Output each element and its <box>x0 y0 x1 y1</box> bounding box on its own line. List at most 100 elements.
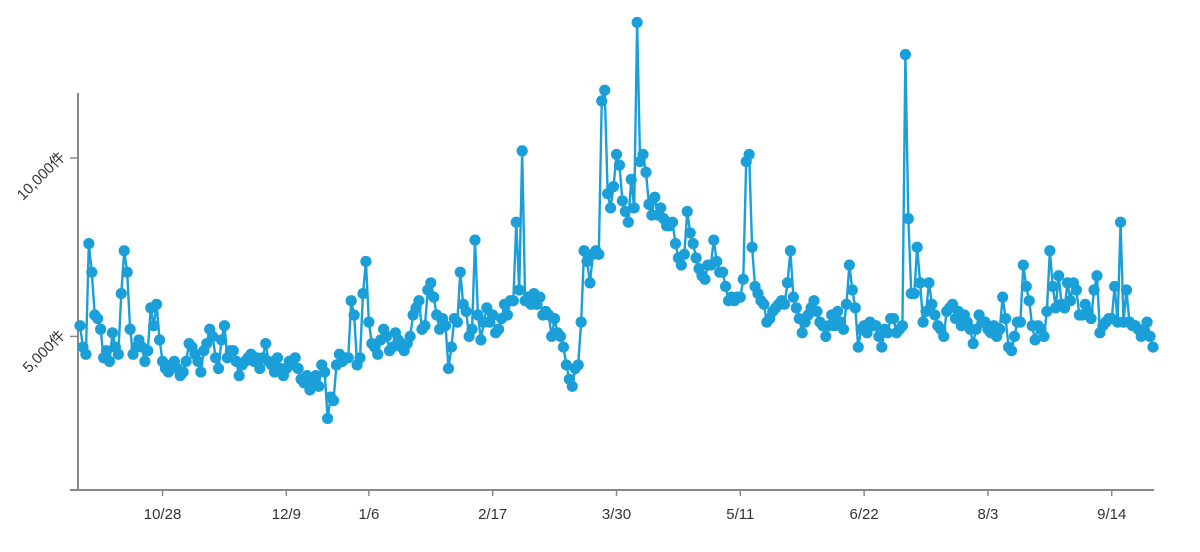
data-point <box>599 84 611 96</box>
data-point <box>923 277 935 289</box>
data-point <box>313 380 325 392</box>
data-point <box>882 327 894 339</box>
data-point <box>876 341 888 353</box>
data-point <box>1008 330 1021 342</box>
data-point <box>442 362 455 375</box>
data-point <box>557 341 570 353</box>
data-point <box>737 273 749 285</box>
data-point <box>1014 316 1026 328</box>
data-point <box>83 238 95 250</box>
data-point <box>908 287 920 300</box>
data-point <box>118 245 130 257</box>
data-point <box>790 302 802 314</box>
data-point <box>625 173 637 186</box>
data-point <box>413 295 425 307</box>
data-point <box>451 316 463 328</box>
data-point <box>899 48 911 61</box>
data-point <box>103 355 116 367</box>
data-point <box>212 362 225 375</box>
data-point <box>1120 284 1133 296</box>
data-point <box>153 334 166 346</box>
data-point <box>1109 280 1121 293</box>
data-point <box>1023 295 1035 307</box>
data-point <box>994 323 1006 335</box>
data-point <box>914 277 926 289</box>
data-point <box>743 148 755 161</box>
data-point <box>778 298 791 310</box>
data-point <box>655 202 667 214</box>
data-point <box>1047 280 1059 293</box>
data-point <box>380 330 393 342</box>
data-point <box>292 362 304 375</box>
data-point <box>649 191 661 203</box>
data-point <box>1114 216 1127 228</box>
data-point <box>666 216 679 228</box>
data-point <box>487 309 499 321</box>
data-point <box>419 320 431 332</box>
data-point <box>820 330 832 342</box>
data-point <box>466 323 478 335</box>
data-point <box>699 273 711 285</box>
data-point <box>1041 305 1053 318</box>
data-point <box>717 266 729 278</box>
data-point <box>902 213 914 225</box>
data-point <box>849 302 861 314</box>
x-tick-label: 9/14 <box>1097 506 1126 523</box>
data-point <box>1029 334 1041 346</box>
x-axis-ticks: 10/28 12/9 1/6 2/17 3/30 5/11 6/22 8/3 9/14 <box>144 490 1126 523</box>
data-point <box>1020 280 1032 293</box>
x-tick-label: 6/22 <box>850 506 879 523</box>
data-point <box>631 16 643 29</box>
data-point <box>887 312 900 325</box>
data-point <box>840 298 853 310</box>
x-tick-label: 5/11 <box>726 506 754 523</box>
data-point <box>554 330 567 342</box>
data-point <box>831 305 844 318</box>
data-point <box>289 352 301 364</box>
data-point <box>572 359 584 371</box>
data-point <box>360 255 372 268</box>
data-point <box>896 320 909 332</box>
data-point <box>640 166 652 178</box>
series-points-group <box>74 16 1159 425</box>
y-axis-ticks: 5,000件 10,000件 <box>14 149 78 376</box>
data-point <box>1144 330 1156 342</box>
data-point <box>593 248 605 260</box>
data-point <box>86 266 98 278</box>
data-point <box>811 305 823 318</box>
data-point <box>719 280 732 293</box>
data-point <box>843 259 855 271</box>
data-point <box>507 295 519 307</box>
data-point <box>1053 270 1065 282</box>
data-point <box>106 327 119 339</box>
data-point <box>534 291 546 303</box>
data-point <box>997 291 1009 303</box>
data-point <box>357 287 369 300</box>
data-point <box>215 334 228 346</box>
data-point <box>734 291 746 303</box>
x-tick-label: 10/28 <box>144 506 182 523</box>
data-point <box>469 234 481 246</box>
data-point <box>404 330 416 342</box>
data-point <box>837 323 850 335</box>
data-point <box>112 348 124 360</box>
data-point <box>746 241 758 253</box>
data-point <box>115 287 127 300</box>
data-point <box>1017 259 1029 271</box>
data-point <box>322 412 334 425</box>
data-point <box>271 352 284 364</box>
data-point <box>142 345 154 357</box>
data-point <box>1141 316 1153 328</box>
data-point <box>195 366 207 378</box>
data-point <box>669 238 682 250</box>
data-point <box>781 277 794 289</box>
data-point <box>926 298 938 310</box>
data-point <box>1005 345 1018 357</box>
data-point <box>124 323 136 335</box>
data-point <box>454 266 466 278</box>
data-point <box>637 148 649 161</box>
data-point <box>690 252 702 264</box>
data-point <box>628 202 640 214</box>
data-point <box>607 180 620 193</box>
